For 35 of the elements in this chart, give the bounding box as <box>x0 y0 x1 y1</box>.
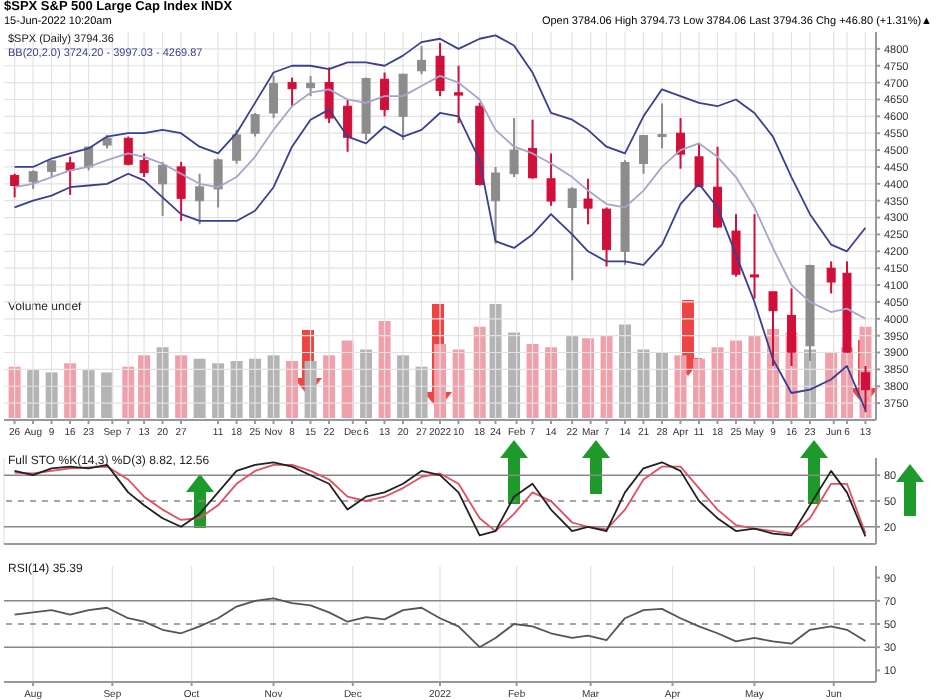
candlestick <box>195 172 205 226</box>
candlestick <box>491 165 501 245</box>
line-series <box>13 597 867 649</box>
candlestick <box>826 260 836 295</box>
candlestick <box>232 128 242 165</box>
candlestick <box>287 76 297 108</box>
candlestick <box>546 152 556 207</box>
candlestick <box>750 213 760 300</box>
candlestick <box>65 155 75 196</box>
candlestick <box>269 74 279 120</box>
candlestick <box>676 117 686 170</box>
candlestick <box>528 118 538 180</box>
candlestick <box>28 169 38 190</box>
candlestick <box>398 73 408 141</box>
candlestick <box>380 71 390 118</box>
candlestick <box>435 41 445 98</box>
candlestick <box>454 64 464 125</box>
candlestick <box>731 213 741 278</box>
candlestick <box>10 172 20 199</box>
candlestick <box>583 177 593 226</box>
candlestick <box>139 152 149 179</box>
candlestick <box>250 111 260 138</box>
candlestick <box>417 45 427 76</box>
candlestick <box>306 74 316 98</box>
bar <box>193 358 206 418</box>
candlestick <box>213 157 223 209</box>
candlestick <box>343 98 353 153</box>
candlestick <box>567 186 577 282</box>
candlestick <box>639 133 649 175</box>
candlestick <box>158 160 168 217</box>
candlestick <box>509 117 519 179</box>
candlestick <box>657 102 667 150</box>
candlestick <box>602 206 612 268</box>
candlestick <box>713 145 723 229</box>
candlestick <box>176 160 186 222</box>
